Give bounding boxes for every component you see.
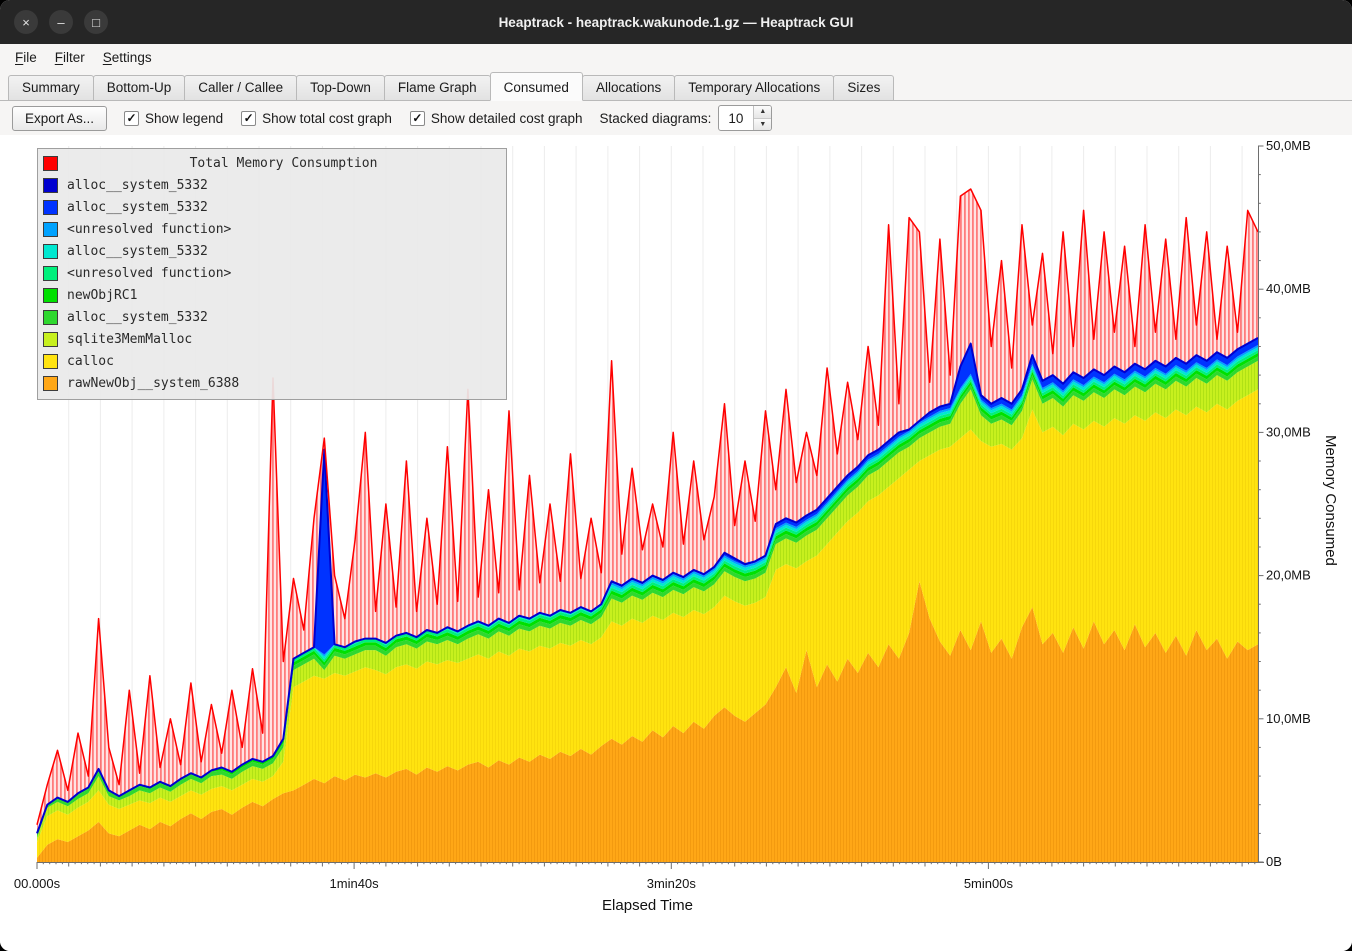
legend-item-label: alloc__system_5332 — [67, 178, 208, 193]
menu-bar: FileFilterSettings — [0, 44, 1352, 70]
tab-bottom-up[interactable]: Bottom-Up — [93, 75, 186, 100]
legend-swatch — [43, 376, 58, 391]
legend-swatch — [43, 288, 58, 303]
export-as-button[interactable]: Export As... — [12, 106, 107, 131]
svg-text:3min20s: 3min20s — [647, 876, 697, 891]
legend-item: calloc — [43, 350, 500, 372]
legend-item: <unresolved function> — [43, 262, 500, 284]
svg-text:40,0MB: 40,0MB — [1266, 281, 1311, 296]
stacked-diagrams-value: 10 — [719, 106, 753, 130]
spin-up-button[interactable]: ▲ — [754, 106, 771, 118]
title-bar[interactable]: ×–□ Heaptrack - heaptrack.wakunode.1.gz … — [0, 0, 1352, 44]
toolbar-checkboxes: ✓ Show legend ✓ Show total cost graph ✓ Show … — [124, 111, 583, 126]
legend-swatch — [43, 332, 58, 347]
menu-filter[interactable]: Filter — [46, 47, 94, 68]
stacked-diagrams-spinbox[interactable]: 10 ▲ ▼ — [718, 105, 772, 131]
legend-item: alloc__system_5332 — [43, 196, 500, 218]
checkbox-label: Show total cost graph — [262, 111, 392, 126]
x-axis-title: Elapsed Time — [37, 897, 1258, 914]
legend-swatch — [43, 354, 58, 369]
checkbox-show-total-cost-graph[interactable]: ✓ Show total cost graph — [241, 111, 392, 126]
tab-temporary-allocations[interactable]: Temporary Allocations — [674, 75, 834, 100]
checkbox-show-detailed-cost-graph[interactable]: ✓ Show detailed cost graph — [410, 111, 583, 126]
svg-text:1min40s: 1min40s — [330, 876, 380, 891]
chart-pane: 00.000s 1min40s 3min20s 5min00s 0B 10,0MB 20,0… — [0, 135, 1352, 951]
minimize-button[interactable]: – — [49, 10, 73, 34]
svg-text:10,0MB: 10,0MB — [1266, 711, 1311, 726]
checkbox-box[interactable]: ✓ — [410, 111, 425, 126]
legend-item-label: alloc__system_5332 — [67, 310, 208, 325]
svg-text:0B: 0B — [1266, 854, 1282, 869]
legend-swatch — [43, 178, 58, 193]
spin-down-button[interactable]: ▼ — [754, 118, 771, 131]
legend-item: alloc__system_5332 — [43, 306, 500, 328]
legend-items: alloc__system_5332 alloc__system_5332 <unr… — [43, 174, 500, 394]
legend-item-label: newObjRC1 — [67, 288, 137, 303]
checkbox-box[interactable]: ✓ — [124, 111, 139, 126]
window-controls: ×–□ — [14, 10, 108, 34]
legend-item: alloc__system_5332 — [43, 240, 500, 262]
legend-swatch — [43, 200, 58, 215]
legend-item-label: calloc — [67, 354, 114, 369]
close-button[interactable]: × — [14, 10, 38, 34]
tab-caller-callee[interactable]: Caller / Callee — [184, 75, 297, 100]
legend-item: newObjRC1 — [43, 284, 500, 306]
legend-item: sqlite3MemMalloc — [43, 328, 500, 350]
checkbox-show-legend[interactable]: ✓ Show legend — [124, 111, 223, 126]
stacked-diagrams-group: Stacked diagrams: 10 ▲ ▼ — [600, 105, 773, 131]
stacked-diagrams-label: Stacked diagrams: — [600, 111, 712, 126]
legend-swatch — [43, 310, 58, 325]
toolbar: Export As... ✓ Show legend ✓ Show total cos… — [0, 101, 1352, 135]
legend-item: rawNewObj__system_6388 — [43, 372, 500, 394]
spin-buttons: ▲ ▼ — [753, 106, 771, 130]
svg-text:30,0MB: 30,0MB — [1266, 424, 1311, 439]
svg-text:20,0MB: 20,0MB — [1266, 568, 1311, 583]
legend-swatch — [43, 266, 58, 281]
legend-item: alloc__system_5332 — [43, 174, 500, 196]
maximize-button[interactable]: □ — [84, 10, 108, 34]
legend-swatch — [43, 244, 58, 259]
legend-title: Total Memory Consumption — [43, 152, 500, 174]
legend-item-label: sqlite3MemMalloc — [67, 332, 192, 347]
y-axis-title: Memory Consumed — [1322, 435, 1339, 566]
menu-file[interactable]: File — [6, 47, 46, 68]
legend-title-swatch — [43, 156, 58, 171]
checkbox-label: Show legend — [145, 111, 223, 126]
svg-text:5min00s: 5min00s — [964, 876, 1014, 891]
legend-item-label: alloc__system_5332 — [67, 244, 208, 259]
legend-item: <unresolved function> — [43, 218, 500, 240]
checkbox-label: Show detailed cost graph — [431, 111, 583, 126]
menu-settings[interactable]: Settings — [94, 47, 161, 68]
legend-item-label: alloc__system_5332 — [67, 200, 208, 215]
tab-consumed[interactable]: Consumed — [490, 72, 583, 101]
legend-item-label: rawNewObj__system_6388 — [67, 376, 239, 391]
chart-legend: Total Memory Consumption alloc__system_5… — [37, 148, 507, 400]
legend-swatch — [43, 222, 58, 237]
tab-summary[interactable]: Summary — [8, 75, 94, 100]
svg-text:50,0MB: 50,0MB — [1266, 138, 1311, 153]
legend-item-label: <unresolved function> — [67, 222, 231, 237]
tab-bar: SummaryBottom-UpCaller / CalleeTop-DownF… — [0, 70, 1352, 101]
legend-title-label: Total Memory Consumption — [67, 156, 500, 171]
checkbox-box[interactable]: ✓ — [241, 111, 256, 126]
legend-item-label: <unresolved function> — [67, 266, 231, 281]
window-title: Heaptrack - heaptrack.wakunode.1.gz — He… — [0, 15, 1352, 30]
tab-sizes[interactable]: Sizes — [833, 75, 894, 100]
tab-flame-graph[interactable]: Flame Graph — [384, 75, 491, 100]
tab-allocations[interactable]: Allocations — [582, 75, 675, 100]
heaptrack-window: ×–□ Heaptrack - heaptrack.wakunode.1.gz … — [0, 0, 1352, 951]
tab-top-down[interactable]: Top-Down — [296, 75, 385, 100]
svg-text:00.000s: 00.000s — [14, 876, 61, 891]
